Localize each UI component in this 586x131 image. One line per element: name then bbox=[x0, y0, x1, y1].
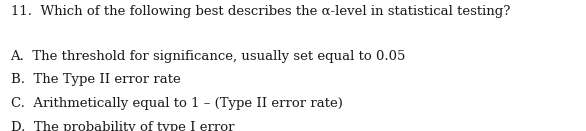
Text: A.  The threshold for significance, usually set equal to 0.05: A. The threshold for significance, usual… bbox=[11, 50, 406, 63]
Text: D.  The probability of type I error: D. The probability of type I error bbox=[11, 121, 234, 131]
Text: B.  The Type II error rate: B. The Type II error rate bbox=[11, 73, 180, 86]
Text: C.  Arithmetically equal to 1 – (Type II error rate): C. Arithmetically equal to 1 – (Type II … bbox=[11, 97, 342, 110]
Text: 11.  Which of the following best describes the α-level in statistical testing?: 11. Which of the following best describe… bbox=[11, 5, 510, 18]
